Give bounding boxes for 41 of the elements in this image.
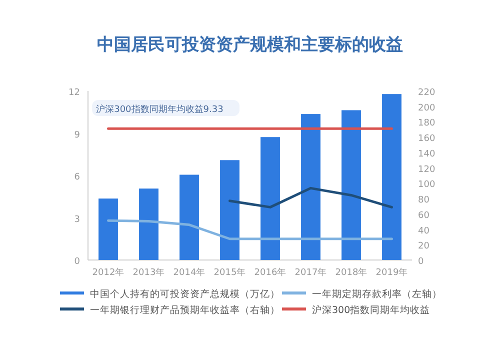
y2-tick-label: 180 bbox=[418, 118, 436, 129]
y2-tick-label: 220 bbox=[418, 88, 436, 98]
bar bbox=[220, 160, 240, 260]
x-tick-label: 2015年 bbox=[214, 267, 246, 278]
bar bbox=[382, 94, 402, 260]
y2-tick-label: 20 bbox=[418, 242, 430, 252]
legend-label: 中国个人持有的可投资资产总规模（万亿） bbox=[90, 288, 280, 300]
x-tick-label: 2019年 bbox=[376, 267, 408, 278]
y2-tick-label: 80 bbox=[418, 196, 430, 206]
x-tick-label: 2014年 bbox=[173, 267, 206, 278]
bar bbox=[139, 188, 158, 260]
x-tick-label: 2017年 bbox=[294, 267, 327, 278]
y2-tick-label: 200 bbox=[418, 103, 436, 114]
line-series bbox=[228, 186, 393, 208]
bar bbox=[260, 137, 280, 260]
y2-tick-label: 0 bbox=[418, 257, 424, 267]
bar bbox=[342, 110, 361, 260]
y-tick-label: 9 bbox=[74, 130, 80, 140]
legend-label: 沪深300指数同期年均收益 bbox=[312, 304, 430, 316]
bar bbox=[301, 114, 320, 260]
y2-tick-label: 100 bbox=[418, 180, 436, 190]
line-series bbox=[107, 219, 393, 240]
x-tick-label: 2012年 bbox=[92, 267, 124, 278]
y2-tick-label: 160 bbox=[418, 134, 436, 144]
chart-title: 中国居民可投资资产规模和主要标的收益 bbox=[97, 35, 403, 55]
bar bbox=[180, 174, 199, 260]
x-tick-label: 2016年 bbox=[254, 267, 286, 278]
legend-label: 一年期银行理财产品预期年收益率（右轴） bbox=[90, 304, 280, 316]
y-tick-label: 12 bbox=[68, 88, 80, 98]
x-tick-label: 2018年 bbox=[335, 267, 368, 278]
bar bbox=[98, 198, 118, 260]
y2-tick-label: 120 bbox=[418, 164, 436, 175]
y2-tick-label: 60 bbox=[418, 210, 430, 221]
y-tick-label: 6 bbox=[74, 172, 80, 182]
legend-label: 一年期定期存款利率（左轴） bbox=[312, 288, 442, 300]
annotation: 沪深300指数同期年均收益9.33 bbox=[96, 104, 224, 115]
y2-tick-label: 40 bbox=[418, 226, 430, 236]
y2-tick-label: 140 bbox=[418, 149, 436, 160]
y-tick-label: 0 bbox=[74, 257, 80, 267]
x-tick-label: 2013年 bbox=[132, 267, 165, 278]
y-tick-label: 3 bbox=[74, 214, 80, 225]
